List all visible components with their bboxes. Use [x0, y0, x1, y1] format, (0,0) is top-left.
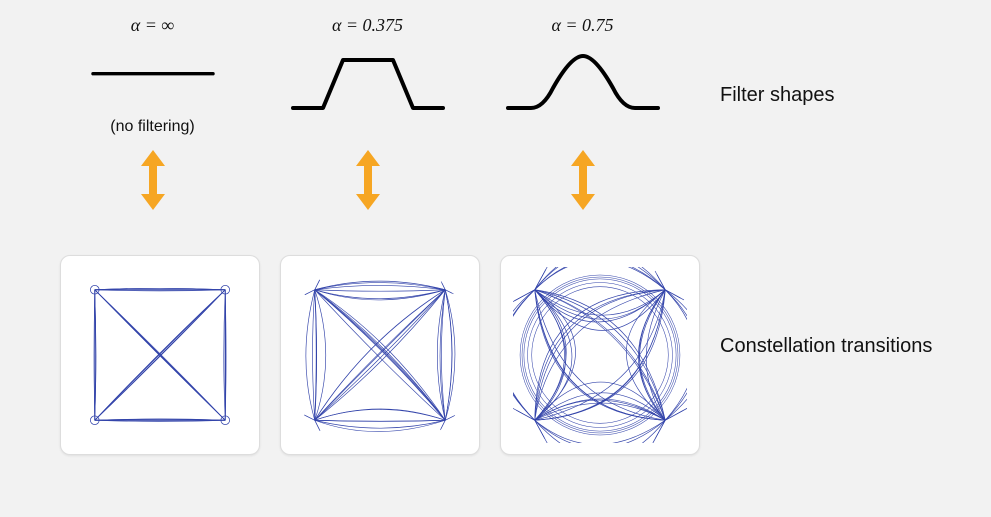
filter-cell-1: α = 0.375	[285, 15, 450, 136]
arrow-row	[70, 150, 665, 210]
double-arrow-icon	[568, 150, 598, 210]
alpha-label: α = 0.75	[500, 15, 665, 36]
double-arrow-icon	[138, 150, 168, 210]
constellation-diagram-no-filter	[73, 267, 247, 443]
constellation-row	[60, 255, 700, 455]
constellation-diagram-alpha-0375	[293, 267, 467, 443]
constellation-card-0	[60, 255, 260, 455]
arrow-cell-1	[285, 150, 450, 210]
filter-shape-trapezoid	[288, 48, 448, 118]
arrow-cell-2	[500, 150, 665, 210]
filter-shapes-row: α = ∞ (no filtering) α = 0.375 α = 0.75	[70, 15, 665, 136]
filter-shape-raisedcosine	[503, 48, 663, 118]
constellation-card-1	[280, 255, 480, 455]
constellation-transitions-label: Constellation transitions	[720, 335, 932, 358]
alpha-label: α = 0.375	[285, 15, 450, 36]
constellation-card-2	[500, 255, 700, 455]
arrow-cell-0	[70, 150, 235, 210]
alpha-label: α = ∞	[70, 15, 235, 36]
double-arrow-icon	[353, 150, 383, 210]
filter-sublabel: (no filtering)	[70, 118, 235, 136]
filter-cell-0: α = ∞ (no filtering)	[70, 15, 235, 136]
filter-shape-flat	[73, 48, 233, 108]
constellation-diagram-alpha-075	[513, 267, 687, 443]
filter-shapes-label: Filter shapes	[720, 84, 835, 107]
filter-cell-2: α = 0.75	[500, 15, 665, 136]
